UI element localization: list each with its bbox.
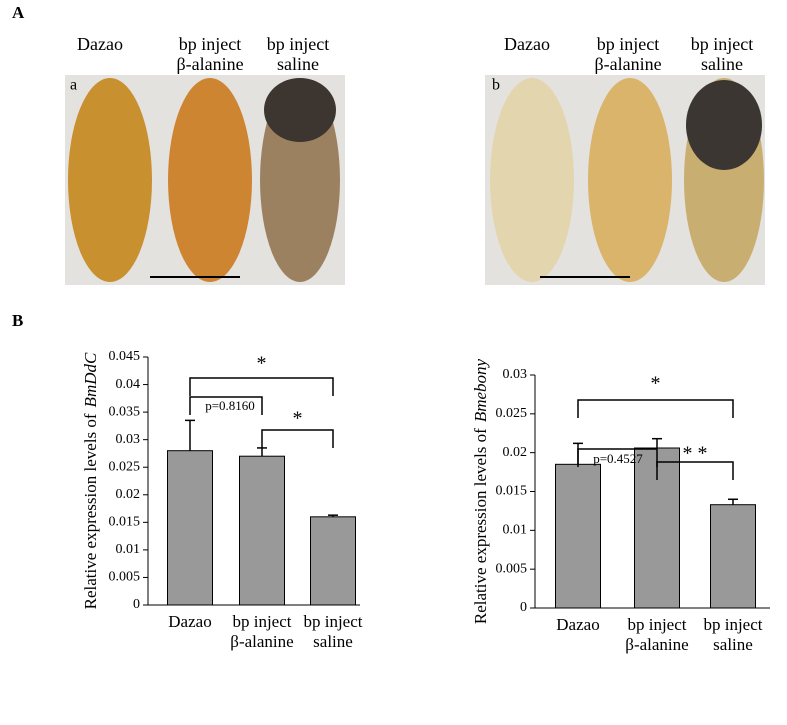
- photo-label: Dazao: [504, 34, 550, 54]
- y-tick-label: 0.025: [109, 459, 141, 474]
- x-tick-label: Dazao: [556, 615, 599, 634]
- y-tick-label: 0: [520, 600, 527, 615]
- photo-label: β-alanine: [594, 54, 661, 74]
- x-tick-label: β-alanine: [625, 635, 688, 654]
- x-tick-label: bp inject: [627, 615, 686, 634]
- panel-label: A: [12, 3, 25, 22]
- y-tick-label: 0.02: [116, 487, 141, 502]
- bar: [555, 463, 601, 609]
- photo-label: bp inject: [597, 34, 659, 54]
- y-tick-label: 0: [133, 597, 140, 612]
- photo-letter: a: [70, 77, 77, 94]
- y-tick-label: 0.01: [503, 523, 528, 538]
- y-tick-label: 0.005: [496, 561, 528, 576]
- bar: [310, 516, 356, 606]
- y-axis-label-text: Relative expression levels of: [471, 428, 490, 624]
- y-tick-label: 0.04: [116, 377, 141, 392]
- panel-label: B: [12, 311, 23, 330]
- pupa-head: [264, 78, 336, 142]
- significance-label: p=0.4527: [593, 451, 643, 466]
- photo-label: bp inject: [179, 34, 241, 54]
- y-tick-label: 0.005: [109, 570, 141, 585]
- y-tick-label: 0.015: [109, 515, 141, 530]
- photo-label: β-alanine: [176, 54, 243, 74]
- pupa-head: [686, 80, 762, 170]
- significance-bracket: [656, 461, 734, 480]
- bar: [710, 504, 756, 609]
- photo-label: saline: [277, 54, 319, 74]
- y-tick-label: 0.01: [116, 542, 141, 557]
- significance-bracket: [261, 429, 334, 448]
- x-tick-label: bp inject: [303, 612, 362, 631]
- significance-bracket: [577, 399, 734, 418]
- y-tick-label: 0.045: [109, 349, 141, 364]
- pupa: [490, 78, 574, 282]
- y-tick-label: 0.03: [116, 432, 141, 447]
- y-tick-label: 0.025: [496, 406, 528, 421]
- significance-label: *: [293, 408, 303, 430]
- significance-label: *: [257, 353, 267, 375]
- photo-letter: b: [492, 77, 500, 94]
- x-tick-label: Dazao: [168, 612, 211, 631]
- bar: [239, 455, 285, 606]
- photo-label: Dazao: [77, 34, 123, 54]
- bar: [167, 450, 213, 606]
- photo-label: bp inject: [691, 34, 753, 54]
- x-tick-label: saline: [713, 635, 753, 654]
- y-axis-label-gene: BmDdC: [81, 352, 100, 407]
- pupa: [168, 78, 252, 282]
- y-tick-label: 0.03: [503, 367, 528, 382]
- significance-bracket: [189, 396, 263, 415]
- pupa: [68, 78, 152, 282]
- y-tick-label: 0.02: [503, 445, 528, 460]
- x-tick-label: saline: [313, 632, 353, 651]
- y-axis-label: Relative expression levels of Bmebony: [471, 358, 490, 624]
- photo-label: saline: [701, 54, 743, 74]
- x-tick-label: β-alanine: [230, 632, 293, 651]
- y-axis-label: Relative expression levels of BmDdC: [81, 352, 100, 609]
- y-tick-label: 0.035: [109, 404, 141, 419]
- y-axis-label-gene: Bmebony: [471, 358, 490, 422]
- significance-bracket: [577, 448, 658, 467]
- photo-label: bp inject: [267, 34, 329, 54]
- significance-label: *: [651, 373, 661, 395]
- y-tick-label: 0.015: [496, 484, 528, 499]
- photo-b: [485, 75, 765, 285]
- significance-label: * *: [683, 443, 708, 465]
- y-axis-label-text: Relative expression levels of: [81, 413, 100, 609]
- photo-a: [65, 75, 345, 285]
- significance-bracket: [189, 377, 334, 396]
- significance-label: p=0.8160: [205, 398, 255, 413]
- x-tick-label: bp inject: [232, 612, 291, 631]
- x-tick-label: bp inject: [703, 615, 762, 634]
- pupa: [588, 78, 672, 282]
